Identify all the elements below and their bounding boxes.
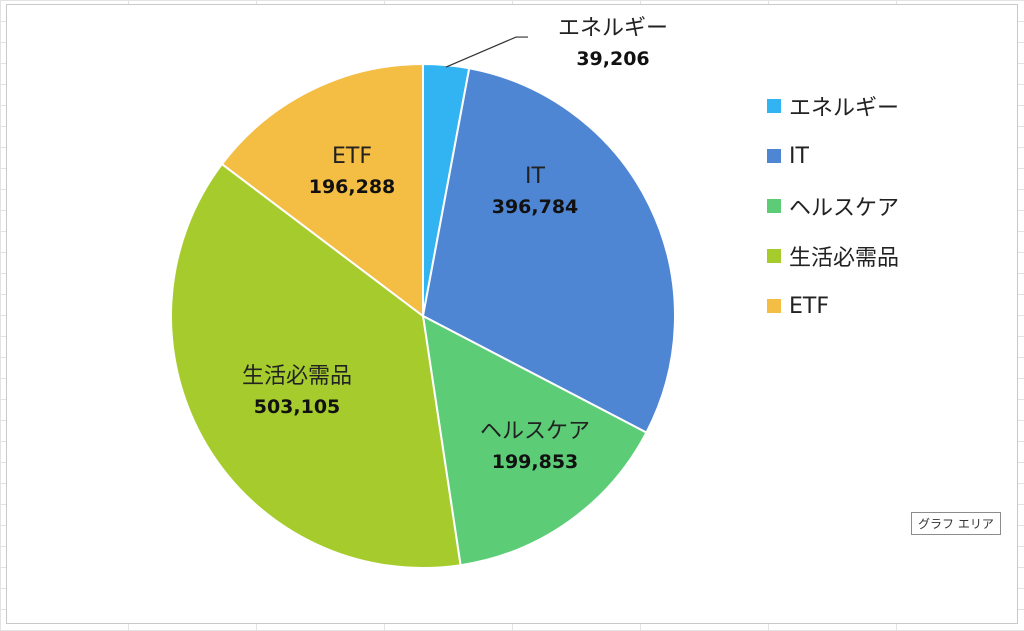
slice-value-etf: 196,288: [309, 176, 396, 198]
legend-swatch-consumer-staples: [767, 249, 781, 263]
slice-label-etf: ETF: [332, 144, 372, 169]
pie-slice-it[interactable]: [421, 67, 676, 434]
legend-item-etf: ETF: [767, 293, 899, 319]
legend-label-consumer-staples: 生活必需品: [789, 246, 900, 271]
legend-swatch-it: [767, 149, 781, 163]
pie-chart: エネルギー 39,206 IT 396,784 ヘルスケア 199,853 生活必需品 503…: [170, 16, 676, 569]
legend: エネルギー IT ヘルスケア 生活必需品 ETF: [767, 93, 899, 343]
chart-area-tooltip: グラフ エリア: [911, 512, 1001, 535]
legend-item-energy: エネルギー: [767, 93, 900, 121]
leader-line-energy: [445, 36, 529, 68]
slice-value-energy: 39,206: [576, 48, 649, 70]
legend-item-healthcare: ヘルスケア: [767, 193, 900, 221]
slice-value-healthcare: 199,853: [492, 451, 579, 473]
legend-swatch-etf: [767, 299, 781, 313]
legend-item-consumer-staples: 生活必需品: [767, 243, 900, 271]
legend-swatch-healthcare: [767, 199, 781, 213]
legend-label-energy: エネルギー: [789, 96, 900, 121]
legend-label-healthcare: ヘルスケア: [789, 196, 900, 221]
slice-label-energy: エネルギー: [558, 16, 668, 41]
legend-label-etf: ETF: [789, 293, 829, 319]
pie-slice-consumer-staples[interactable]: [170, 162, 462, 569]
slice-label-healthcare: ヘルスケア: [480, 419, 590, 444]
chart-area[interactable]: エネルギー 39,206 IT 396,784 ヘルスケア 199,853 生活必需品 503…: [6, 4, 1018, 624]
legend-item-it: IT: [767, 143, 899, 169]
slice-label-it: IT: [525, 164, 545, 189]
slice-value-it: 396,784: [492, 196, 579, 218]
slice-value-consumer-staples: 503,105: [254, 396, 341, 418]
pie-slice-etf[interactable]: [220, 62, 424, 319]
pie-slice-healthcare[interactable]: [421, 314, 648, 567]
slice-label-consumer-staples: 生活必需品: [242, 364, 352, 389]
legend-label-it: IT: [789, 143, 809, 169]
legend-swatch-energy: [767, 99, 781, 113]
